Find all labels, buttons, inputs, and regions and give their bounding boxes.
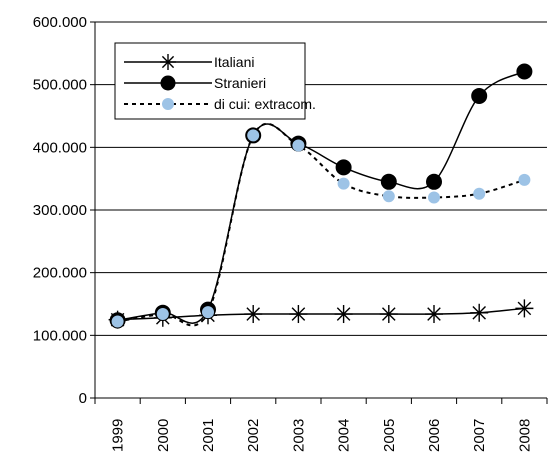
point-2-3 [246, 128, 261, 143]
point-2-7 [428, 191, 440, 204]
series-line-2 [117, 122, 525, 327]
x-tick-label: 2008 [516, 419, 533, 452]
point-2-8 [473, 187, 486, 200]
point-0-7 [425, 305, 443, 324]
point-2-9 [518, 173, 531, 186]
series-line-0 [117, 307, 525, 321]
point-2-1 [155, 307, 170, 322]
point-2-6 [382, 190, 395, 203]
point-0-6 [379, 305, 398, 324]
legend-marker-2 [162, 98, 174, 110]
legend: Italiani Stranieri di cui: extracom. [114, 42, 316, 120]
legend-marker-0 [160, 54, 176, 70]
point-2-4 [292, 139, 305, 152]
y-tick-label: 100.000 [33, 327, 87, 344]
x-tick-label: 2005 [381, 419, 398, 452]
point-1-5 [335, 159, 352, 176]
legend-box [114, 42, 306, 120]
legend-marker-1 [160, 75, 176, 91]
legend-label-2: di cui: extracom. [214, 96, 316, 112]
point-0-4 [289, 305, 308, 324]
point-1-6 [380, 173, 397, 190]
point-0-8 [470, 303, 489, 322]
x-tick-label: 2000 [155, 419, 172, 452]
x-tick-label: 2007 [471, 419, 488, 452]
y-tick-label: 500.000 [33, 77, 87, 94]
y-tick-label: 0 [79, 390, 87, 407]
y-tick-label: 300.000 [33, 202, 87, 219]
point-2-5 [337, 177, 350, 190]
series-layer [108, 63, 534, 329]
point-2-0 [110, 314, 125, 329]
x-tick-label: 1999 [110, 419, 127, 452]
point-2-2 [201, 305, 215, 320]
x-tick-label: 2001 [200, 419, 217, 452]
y-tick-label: 600.000 [33, 14, 87, 31]
x-tick-label: 2003 [290, 419, 307, 452]
legend-label-1: Stranieri [214, 75, 266, 91]
y-tick-label: 200.000 [33, 265, 87, 282]
point-1-7 [426, 173, 442, 190]
x-tick-label: 2006 [426, 419, 443, 452]
axes: 0 100.000 200.000 300.000 400.000 500.000 600.… [33, 14, 548, 452]
y-tick-label: 400.000 [33, 139, 87, 156]
x-tick-label: 2004 [336, 419, 353, 452]
point-1-9 [516, 63, 533, 80]
point-0-3 [244, 305, 263, 324]
point-0-5 [334, 305, 353, 324]
legend-label-0: Italiani [214, 54, 254, 70]
point-0-9 [515, 299, 534, 318]
point-1-8 [471, 87, 488, 104]
x-tick-label: 2002 [245, 419, 262, 452]
